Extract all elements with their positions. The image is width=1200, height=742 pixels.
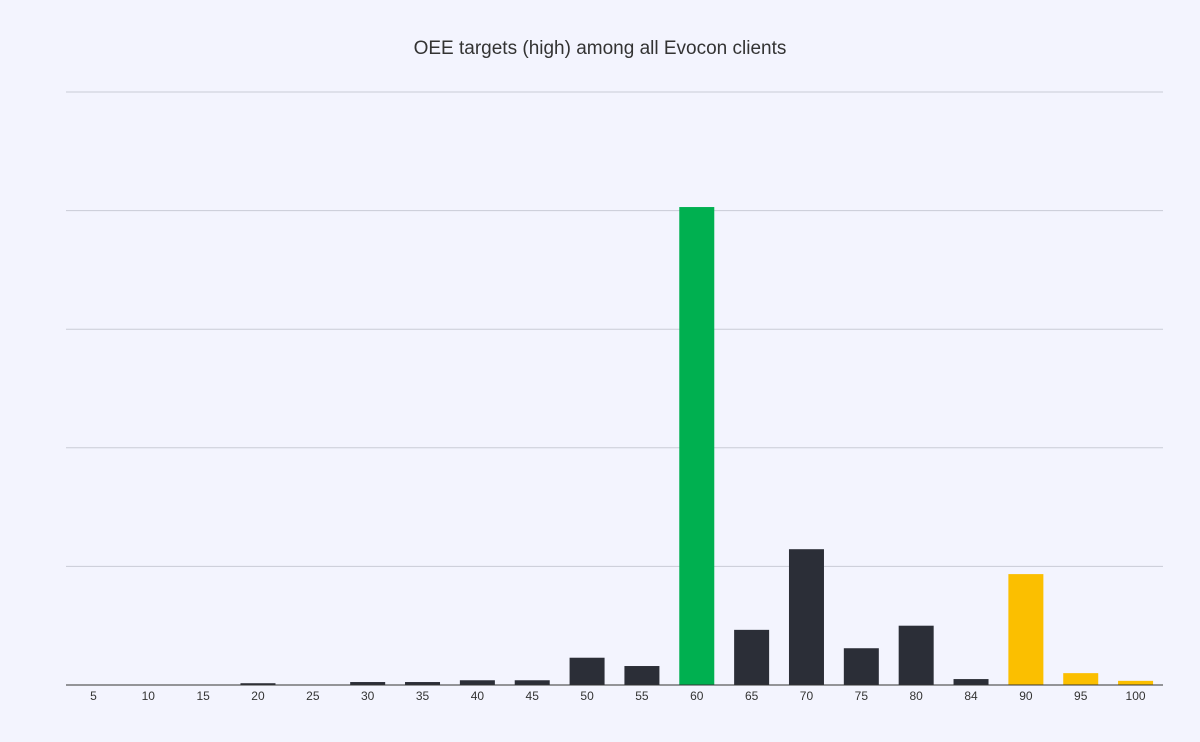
x-tick-label: 65 xyxy=(745,689,759,703)
x-tick-label: 75 xyxy=(855,689,869,703)
x-tick-label: 45 xyxy=(526,689,540,703)
bar xyxy=(679,207,715,686)
x-tick-label: 5 xyxy=(90,689,97,703)
bar xyxy=(624,666,660,685)
x-tick-label: 55 xyxy=(635,689,649,703)
x-tick-label: 15 xyxy=(196,689,210,703)
x-tick-label: 20 xyxy=(251,689,265,703)
bar xyxy=(843,648,879,685)
x-tick-label: 60 xyxy=(690,689,704,703)
x-tick-label: 10 xyxy=(142,689,156,703)
bar xyxy=(1008,574,1044,685)
bar xyxy=(459,680,495,685)
bar xyxy=(1063,673,1099,685)
x-tick-label: 70 xyxy=(800,689,814,703)
x-tick-label: 100 xyxy=(1126,689,1146,703)
x-tick-label: 35 xyxy=(416,689,430,703)
x-tick-label: 84 xyxy=(964,689,978,703)
bar xyxy=(788,549,824,685)
x-tick-label: 80 xyxy=(909,689,923,703)
bar xyxy=(240,683,276,685)
x-tick-label: 95 xyxy=(1074,689,1088,703)
x-tick-label: 25 xyxy=(306,689,320,703)
bar xyxy=(953,679,989,685)
bar xyxy=(405,682,441,685)
bar xyxy=(1118,680,1154,685)
bar xyxy=(350,682,386,685)
bar xyxy=(569,657,605,685)
bar xyxy=(514,680,550,685)
bar xyxy=(898,625,934,685)
x-tick-label: 40 xyxy=(471,689,485,703)
x-tick-label: 50 xyxy=(580,689,594,703)
chart-title: OEE targets (high) among all Evocon clie… xyxy=(414,38,787,59)
x-tick-label: 90 xyxy=(1019,689,1033,703)
x-tick-label: 30 xyxy=(361,689,375,703)
bar xyxy=(734,629,770,685)
